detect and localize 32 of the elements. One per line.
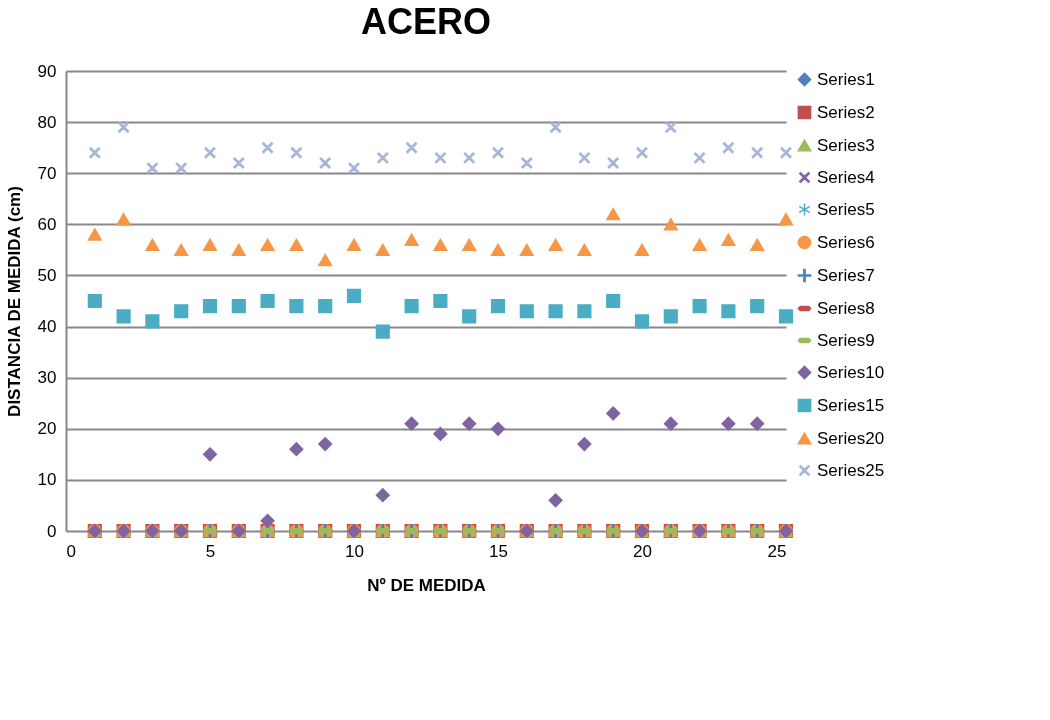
x-tick-label: 15: [489, 541, 508, 561]
y-tick-label: 90: [37, 61, 57, 81]
y-tick-label: 70: [37, 163, 57, 183]
chart-title: ACERO: [360, 1, 492, 42]
legend-label: Series1: [817, 69, 875, 89]
y-axis-title: DISTANCIA DE MEDIDA (cm): [4, 186, 24, 417]
x-tick-label: 20: [633, 541, 652, 561]
legend-label: Series6: [817, 232, 875, 252]
x-tick-label: 5: [205, 541, 216, 561]
legend-label: Series9: [817, 330, 875, 350]
legend-label: Series4: [817, 167, 875, 187]
legend-label: Series3: [817, 135, 875, 155]
y-tick-label: 20: [37, 419, 57, 439]
y-tick-label: 10: [37, 470, 57, 490]
x-tick-label: 0: [66, 541, 76, 561]
legend-label: Series25: [817, 460, 885, 480]
legend-label: Series10: [817, 362, 885, 382]
y-tick-label: 40: [37, 317, 57, 337]
x-tick-label: 25: [767, 541, 787, 561]
y-tick-label: 50: [37, 265, 57, 285]
y-tick-label: 60: [37, 214, 57, 234]
legend-label: Series2: [817, 102, 875, 122]
legend-label: Series5: [817, 199, 875, 219]
legend-label: Series8: [817, 298, 875, 318]
y-tick-label: 80: [37, 112, 57, 132]
x-tick-label: 10: [345, 541, 364, 561]
x-axis-title: Nº DE MEDIDA: [367, 575, 486, 595]
legend-label: Series15: [817, 395, 885, 415]
legend-label: Series20: [817, 428, 885, 448]
y-tick-label: 0: [47, 521, 57, 541]
legend-label: Series7: [817, 265, 875, 285]
y-tick-label: 30: [37, 368, 57, 388]
